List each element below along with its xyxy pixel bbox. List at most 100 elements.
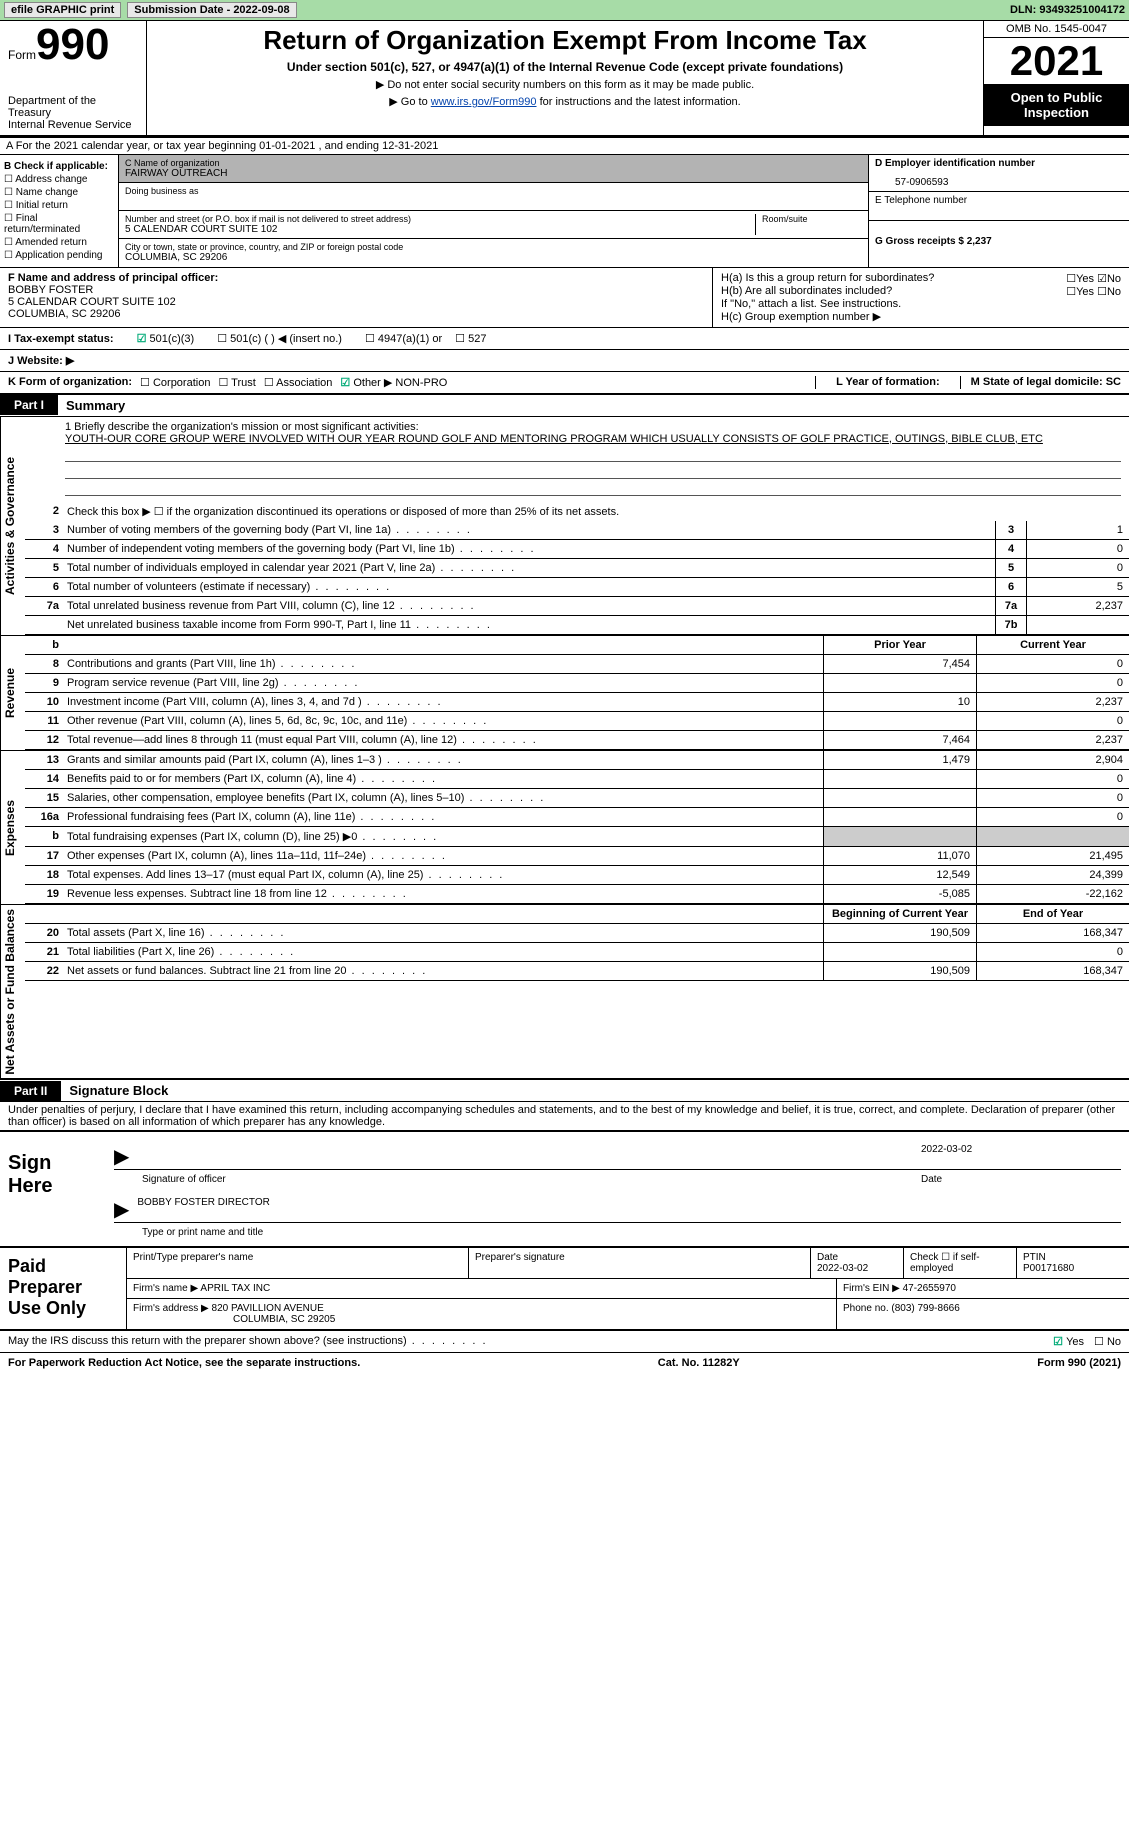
check-amended[interactable]: Amended return <box>4 237 114 248</box>
na-line-21: 21Total liabilities (Part X, line 26)0 <box>25 943 1129 962</box>
gross-receipts: G Gross receipts $ 2,237 <box>875 224 1123 247</box>
check-name-change[interactable]: Name change <box>4 187 114 198</box>
submission-date-button: Submission Date - 2022-09-08 <box>127 2 296 18</box>
vlabel-rev: Revenue <box>0 636 25 750</box>
firm-addr1: 820 PAVILLION AVENUE <box>212 1303 324 1314</box>
vlabel-ag: Activities & Governance <box>0 417 25 635</box>
exp-line-19: 19Revenue less expenses. Subtract line 1… <box>25 885 1129 904</box>
arrow-icon-2: ▶ <box>114 1197 129 1222</box>
officer-addr2: COLUMBIA, SC 29206 <box>8 308 704 320</box>
firm-phone: Phone no. (803) 799-8666 <box>837 1299 1129 1329</box>
check-527[interactable]: 527 <box>455 333 486 345</box>
vlabel-exp: Expenses <box>0 751 25 904</box>
city-state-zip: COLUMBIA, SC 29206 <box>125 252 862 263</box>
summary-line-3: 3Number of voting members of the governi… <box>25 521 1129 540</box>
part2-header: Part II Signature Block <box>0 1080 1129 1102</box>
check-other[interactable]: Other ▶ NON-PRO <box>340 376 447 389</box>
ein-label: D Employer identification number <box>875 158 1123 169</box>
dba-label: Doing business as <box>125 186 862 196</box>
exp-line-14: 14Benefits paid to or for members (Part … <box>25 770 1129 789</box>
prep-self-employed[interactable]: Check ☐ if self-employed <box>904 1248 1017 1278</box>
i-label: I Tax-exempt status: <box>8 333 114 345</box>
part1-header: Part I Summary <box>0 395 1129 417</box>
col-current: Current Year <box>976 636 1129 654</box>
box-f: F Name and address of principal officer:… <box>0 268 713 327</box>
date-label: Date <box>921 1174 1121 1185</box>
row-a-calendar-year: A For the 2021 calendar year, or tax yea… <box>0 137 1129 155</box>
exp-line-b: bTotal fundraising expenses (Part IX, co… <box>25 827 1129 847</box>
tax-exempt-row: I Tax-exempt status: 501(c)(3) 501(c) ( … <box>0 328 1129 350</box>
discuss-no[interactable]: No <box>1094 1335 1121 1348</box>
ptin-value: P00171680 <box>1023 1263 1074 1274</box>
check-trust[interactable]: Trust <box>218 376 255 389</box>
sign-here-label: Sign Here <box>0 1132 106 1246</box>
dept-2: Internal Revenue Service <box>8 119 138 131</box>
discuss-row: May the IRS discuss this return with the… <box>0 1331 1129 1353</box>
paid-preparer-label: Paid Preparer Use Only <box>0 1248 127 1329</box>
phone-label: E Telephone number <box>875 195 1123 206</box>
paid-preparer-block: Paid Preparer Use Only Print/Type prepar… <box>0 1248 1129 1331</box>
firm-name: APRIL TAX INC <box>200 1283 270 1294</box>
summary-line-6: 6Total number of volunteers (estimate if… <box>25 578 1129 597</box>
firm-addr-label: Firm's address ▶ <box>133 1303 209 1314</box>
check-initial-return[interactable]: Initial return <box>4 200 114 211</box>
k-label: K Form of organization: <box>8 376 132 389</box>
website-row: J Website: ▶ <box>0 350 1129 372</box>
ha-label: H(a) Is this a group return for subordin… <box>721 272 934 285</box>
summary-line-4: 4Number of independent voting members of… <box>25 540 1129 559</box>
penalties-text: Under penalties of perjury, I declare th… <box>0 1102 1129 1130</box>
summary-line-7a: 7aTotal unrelated business revenue from … <box>25 597 1129 616</box>
open-to-public: Open to Public Inspection <box>984 84 1129 126</box>
irs-link[interactable]: www.irs.gov/Form990 <box>431 96 537 108</box>
part1-tab: Part I <box>0 395 58 415</box>
discuss-yes[interactable]: Yes <box>1053 1335 1084 1348</box>
ein-value: 57-0906593 <box>875 169 1123 188</box>
street-address: 5 CALENDAR COURT SUITE 102 <box>125 224 755 235</box>
prep-sig-label: Preparer's signature <box>469 1248 811 1278</box>
check-assoc[interactable]: Association <box>264 376 333 389</box>
na-line-22: 22Net assets or fund balances. Subtract … <box>25 962 1129 981</box>
rev-line-9: 9Program service revenue (Part VIII, lin… <box>25 674 1129 693</box>
part2-tab: Part II <box>0 1081 61 1101</box>
net-assets-section: Net Assets or Fund Balances Beginning of… <box>0 905 1129 1081</box>
check-address-change[interactable]: Address change <box>4 174 114 185</box>
exp-line-13: 13Grants and similar amounts paid (Part … <box>25 751 1129 770</box>
firm-name-label: Firm's name ▶ <box>133 1283 198 1294</box>
subtitle-2: ▶ Do not enter social security numbers o… <box>153 78 977 91</box>
activities-governance: Activities & Governance 1 Briefly descri… <box>0 417 1129 636</box>
omb-number: OMB No. 1545-0047 <box>984 21 1129 38</box>
check-final-return[interactable]: Final return/terminated <box>4 213 114 235</box>
check-501c[interactable]: 501(c) ( ) ◀ (insert no.) <box>217 333 342 345</box>
box-c: C Name of organization FAIRWAY OUTREACH … <box>119 155 868 267</box>
summary-line-7b: Net unrelated business taxable income fr… <box>25 616 1129 635</box>
exp-line-17: 17Other expenses (Part IX, column (A), l… <box>25 847 1129 866</box>
box-d-e-g: D Employer identification number 57-0906… <box>868 155 1129 267</box>
box-h: H(a) Is this a group return for subordin… <box>713 268 1129 327</box>
ptin-label: PTIN <box>1023 1252 1046 1263</box>
check-501c3[interactable]: 501(c)(3) <box>137 333 195 345</box>
vlabel-na: Net Assets or Fund Balances <box>0 905 25 1079</box>
check-corp[interactable]: Corporation <box>140 376 210 389</box>
f-h-block: F Name and address of principal officer:… <box>0 268 1129 328</box>
cat-no: Cat. No. 11282Y <box>658 1357 740 1369</box>
paperwork-notice: For Paperwork Reduction Act Notice, see … <box>8 1357 360 1369</box>
subtitle-3: ▶ Go to www.irs.gov/Form990 for instruct… <box>153 95 977 108</box>
form-number: 990 <box>36 20 109 69</box>
footer-last: For Paperwork Reduction Act Notice, see … <box>0 1353 1129 1373</box>
box-b: B Check if applicable: Address change Na… <box>0 155 119 267</box>
efile-button[interactable]: efile GRAPHIC print <box>4 2 121 18</box>
org-name: FAIRWAY OUTREACH <box>125 168 862 179</box>
form-990-box: Form990 Department of the Treasury Inter… <box>0 21 147 135</box>
dln-label: DLN: 93493251004172 <box>1010 4 1125 16</box>
check-4947[interactable]: 4947(a)(1) or <box>365 333 442 345</box>
form-ref: Form 990 (2021) <box>1037 1357 1121 1369</box>
type-print-label: Type or print name and title <box>114 1227 1121 1238</box>
officer-name: BOBBY FOSTER <box>8 284 704 296</box>
l-label: L Year of formation: <box>815 376 960 389</box>
mission-label: 1 Briefly describe the organization's mi… <box>65 421 1121 433</box>
addr-label: Number and street (or P.O. box if mail i… <box>125 214 755 224</box>
col-beginning: Beginning of Current Year <box>823 905 976 923</box>
check-application-pending[interactable]: Application pending <box>4 250 114 261</box>
return-title: Return of Organization Exempt From Incom… <box>153 25 977 56</box>
exp-line-15: 15Salaries, other compensation, employee… <box>25 789 1129 808</box>
